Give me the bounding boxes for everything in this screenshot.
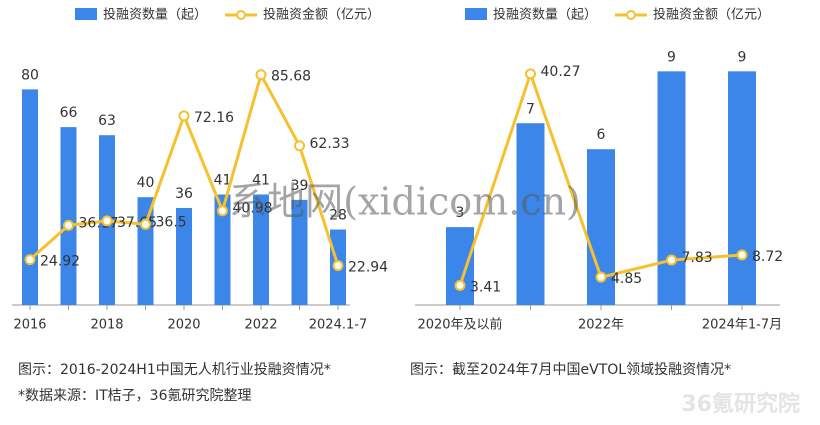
x-tick-label: 2022 <box>244 318 277 333</box>
line-label: 85.68 <box>271 69 311 85</box>
bar-label: 39 <box>291 178 309 194</box>
bar-label: 9 <box>738 49 747 65</box>
bar-label: 28 <box>329 208 347 224</box>
bar <box>176 207 192 305</box>
bar <box>728 71 756 305</box>
line-label: 62.33 <box>310 136 350 152</box>
bar <box>214 194 231 305</box>
line-label: 3.41 <box>470 279 501 295</box>
line-point <box>140 218 151 230</box>
legend-label: 投融资数量（起） <box>103 7 207 23</box>
legend-label: 投融资数量（起） <box>493 7 597 23</box>
line-point <box>454 279 466 291</box>
legend-swatch <box>236 10 246 20</box>
bar-label: 36 <box>175 186 193 202</box>
bar-label: 41 <box>252 172 270 188</box>
bar-label: 80 <box>21 67 39 83</box>
line-point <box>63 219 74 231</box>
line-label: 24.92 <box>40 254 80 270</box>
bar <box>516 123 545 305</box>
line-point <box>332 260 344 272</box>
watermark: 系地网(xidicom.cn) <box>229 180 581 224</box>
bar-label: 63 <box>98 113 116 129</box>
line-point <box>294 140 305 152</box>
x-tick-label: 2016 <box>13 318 46 333</box>
caption: 图示：截至2024年7月中国eVTOL领域投融资情况* <box>410 362 731 378</box>
bar <box>446 227 474 305</box>
line-point <box>101 215 113 227</box>
bar <box>137 197 154 305</box>
bar-label: 9 <box>667 49 676 65</box>
line-label: 8.72 <box>752 249 783 265</box>
line-label: 37.65 <box>117 215 157 231</box>
line-point <box>736 249 748 261</box>
legend-swatch <box>75 8 97 20</box>
line-label: 4.85 <box>611 271 642 287</box>
bar-label: 3 <box>456 205 465 221</box>
bar <box>657 71 686 305</box>
bar-label: 66 <box>60 105 78 121</box>
line-label: 36.17 <box>79 215 119 231</box>
line-label: 36.5 <box>156 214 187 230</box>
line-point <box>178 110 190 122</box>
x-tick-label: 2022年 <box>578 318 624 333</box>
bar <box>291 199 308 305</box>
line-point <box>24 254 36 266</box>
line-label: 40.27 <box>541 64 581 80</box>
x-tick-label: 2018 <box>90 318 123 333</box>
caption: 图示：2016-2024H1中国无人机行业投融资情况* <box>18 362 331 378</box>
legend-swatch <box>626 10 636 20</box>
bar-label: 41 <box>214 172 232 188</box>
line-point <box>255 69 267 81</box>
source: *数据来源：IT桔子，36氪研究院整理 <box>18 388 252 404</box>
bar <box>253 194 269 305</box>
x-tick-label: 2024年1-7月 <box>702 318 782 333</box>
line-label: 22.94 <box>348 260 388 276</box>
legend-label: 投融资金额（亿元） <box>263 7 380 23</box>
x-tick-label: 2020年及以前 <box>417 317 502 333</box>
bar-label: 6 <box>597 127 606 143</box>
line-point <box>217 205 228 217</box>
line-label: 40.98 <box>233 201 273 217</box>
x-tick-label: 2024.1-7 <box>309 318 367 333</box>
line-label: 72.16 <box>194 110 234 126</box>
legend-label: 投融资金额（亿元） <box>653 7 770 23</box>
line-point <box>595 271 607 283</box>
line-label: 7.83 <box>682 250 713 266</box>
bar <box>60 127 77 305</box>
brand: 36氪研究院 <box>681 391 800 417</box>
legend-swatch <box>465 8 487 20</box>
bar <box>22 89 38 305</box>
line-point <box>525 68 536 80</box>
bar-label: 40 <box>137 175 155 191</box>
bar-label: 7 <box>526 101 535 117</box>
line-point <box>666 254 677 266</box>
x-tick-label: 2020 <box>167 318 200 333</box>
